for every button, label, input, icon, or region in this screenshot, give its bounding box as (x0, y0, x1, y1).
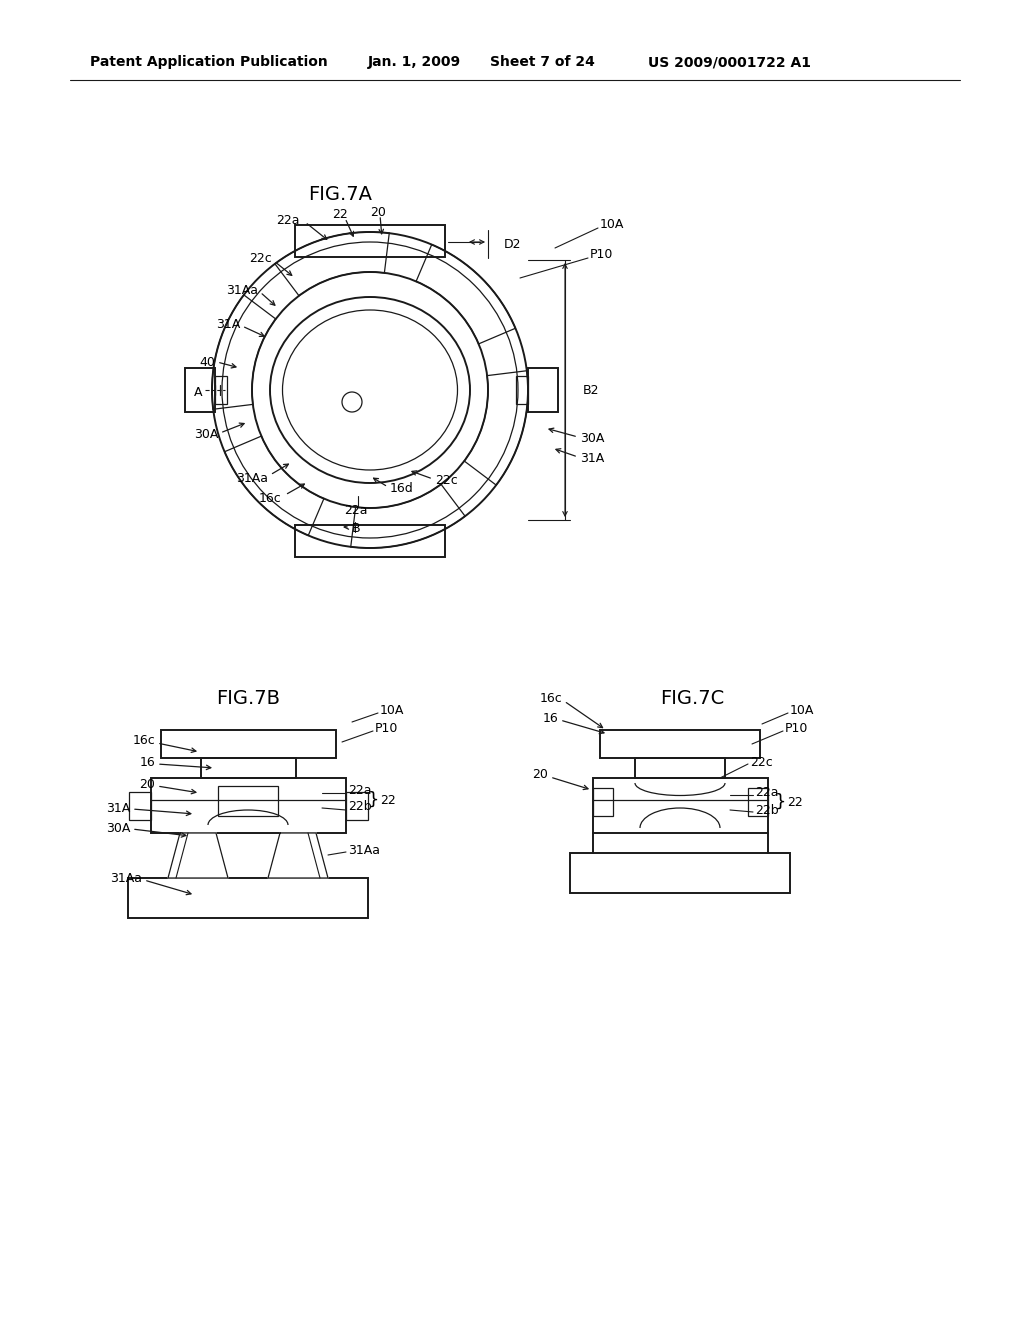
Bar (346, 792, 368, 820)
Text: 10A: 10A (600, 219, 625, 231)
Text: 16: 16 (543, 711, 558, 725)
Text: 22: 22 (332, 209, 348, 222)
Text: 30A: 30A (580, 432, 604, 445)
Bar (635, 758, 725, 777)
Bar (600, 730, 760, 758)
Text: A: A (194, 387, 202, 400)
Text: 16c: 16c (132, 734, 155, 747)
Bar (295, 224, 445, 257)
Text: 22b: 22b (348, 800, 372, 813)
Text: P10: P10 (375, 722, 398, 734)
Text: Jan. 1, 2009: Jan. 1, 2009 (368, 55, 461, 69)
Text: 31A: 31A (580, 451, 604, 465)
Text: 31Aa: 31Aa (226, 284, 258, 297)
Text: 16c: 16c (540, 692, 562, 705)
Bar (185, 368, 215, 412)
Bar (295, 525, 445, 557)
Text: 22: 22 (380, 793, 395, 807)
Text: 10A: 10A (790, 704, 814, 717)
Bar (201, 758, 296, 777)
Text: FIG.7B: FIG.7B (216, 689, 280, 708)
Text: 22a: 22a (276, 214, 300, 227)
Bar (593, 777, 768, 833)
Bar (129, 792, 151, 820)
Text: US 2009/0001722 A1: US 2009/0001722 A1 (648, 55, 811, 69)
Text: B: B (351, 521, 360, 535)
Bar (516, 376, 528, 404)
Text: 20: 20 (139, 777, 155, 791)
Text: 30A: 30A (194, 429, 218, 441)
Polygon shape (168, 833, 228, 878)
Text: P10: P10 (590, 248, 613, 261)
Text: 22c: 22c (435, 474, 458, 487)
Text: Patent Application Publication: Patent Application Publication (90, 55, 328, 69)
Text: 31A: 31A (216, 318, 240, 331)
Text: 16c: 16c (259, 491, 282, 504)
Text: 16d: 16d (390, 482, 414, 495)
Text: 22a: 22a (755, 787, 778, 800)
Bar (218, 785, 278, 816)
Text: 31A: 31A (105, 801, 130, 814)
Text: FIG.7C: FIG.7C (660, 689, 724, 708)
Bar (128, 878, 368, 917)
Text: P10: P10 (785, 722, 808, 734)
Text: Sheet 7 of 24: Sheet 7 of 24 (490, 55, 595, 69)
Text: 20: 20 (370, 206, 386, 219)
Text: FIG.7A: FIG.7A (308, 186, 372, 205)
Bar (570, 853, 790, 894)
Text: 22: 22 (787, 796, 803, 808)
Text: 22b: 22b (755, 804, 778, 817)
Text: 20: 20 (532, 768, 548, 781)
Text: B2: B2 (583, 384, 599, 396)
Text: 22a: 22a (348, 784, 372, 797)
Bar (593, 788, 613, 816)
Text: 10A: 10A (380, 704, 404, 717)
Text: 30A: 30A (105, 821, 130, 834)
Text: 31Aa: 31Aa (348, 843, 380, 857)
Text: 16: 16 (139, 755, 155, 768)
Text: }: } (368, 791, 379, 809)
Bar (161, 730, 336, 758)
Bar (528, 368, 558, 412)
Text: 22a: 22a (344, 503, 368, 516)
Text: 40: 40 (199, 355, 215, 368)
Text: D2: D2 (504, 239, 521, 252)
Bar (748, 788, 768, 816)
Text: 22c: 22c (750, 755, 773, 768)
Text: 31Aa: 31Aa (236, 471, 268, 484)
Text: 22c: 22c (249, 252, 272, 264)
Bar (215, 376, 227, 404)
Bar (151, 777, 346, 833)
Polygon shape (268, 833, 328, 878)
Text: }: } (775, 793, 786, 810)
Text: 31Aa: 31Aa (110, 871, 142, 884)
